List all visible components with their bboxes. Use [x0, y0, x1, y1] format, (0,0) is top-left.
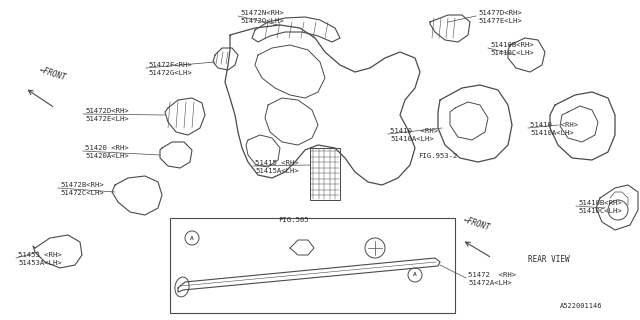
- Text: FIG.953-2: FIG.953-2: [418, 153, 458, 159]
- Text: 51420 <RH>
51420A<LH>: 51420 <RH> 51420A<LH>: [85, 145, 129, 159]
- Text: REAR VIEW: REAR VIEW: [528, 255, 570, 264]
- Text: 51410B<RH>
51410C<LH>: 51410B<RH> 51410C<LH>: [578, 200, 621, 214]
- Text: 51410B<RH>
51410C<LH>: 51410B<RH> 51410C<LH>: [490, 42, 534, 56]
- Text: 51477D<RH>
51477E<LH>: 51477D<RH> 51477E<LH>: [478, 10, 522, 24]
- Bar: [170, 218, 455, 313]
- Text: A: A: [413, 273, 417, 277]
- Text: ←FRONT: ←FRONT: [38, 65, 67, 82]
- Text: 51472  <RH>
51472A<LH>: 51472 <RH> 51472A<LH>: [468, 272, 516, 286]
- Text: 51472N<RH>
51472O<LH>: 51472N<RH> 51472O<LH>: [240, 10, 284, 24]
- Text: FIG.505: FIG.505: [278, 217, 308, 223]
- Text: 51472B<RH>
51472C<LH>: 51472B<RH> 51472C<LH>: [60, 182, 104, 196]
- Text: 51410  <RH>
51410A<LH>: 51410 <RH> 51410A<LH>: [530, 122, 578, 136]
- Ellipse shape: [175, 277, 189, 297]
- Text: A: A: [190, 236, 194, 241]
- Text: 51472D<RH>
51472E<LH>: 51472D<RH> 51472E<LH>: [85, 108, 129, 122]
- Text: ←FRONT: ←FRONT: [462, 215, 491, 232]
- Text: 51472F<RH>
51472G<LH>: 51472F<RH> 51472G<LH>: [148, 62, 192, 76]
- Text: 51453 <RH>
51453A<LH>: 51453 <RH> 51453A<LH>: [18, 252, 61, 266]
- Text: 51410  <RH>
51410A<LH>: 51410 <RH> 51410A<LH>: [390, 128, 438, 142]
- Text: 51415 <RH>
51415A<LH>: 51415 <RH> 51415A<LH>: [255, 160, 299, 174]
- Bar: [310, 148, 340, 200]
- Text: A522001146: A522001146: [560, 303, 602, 309]
